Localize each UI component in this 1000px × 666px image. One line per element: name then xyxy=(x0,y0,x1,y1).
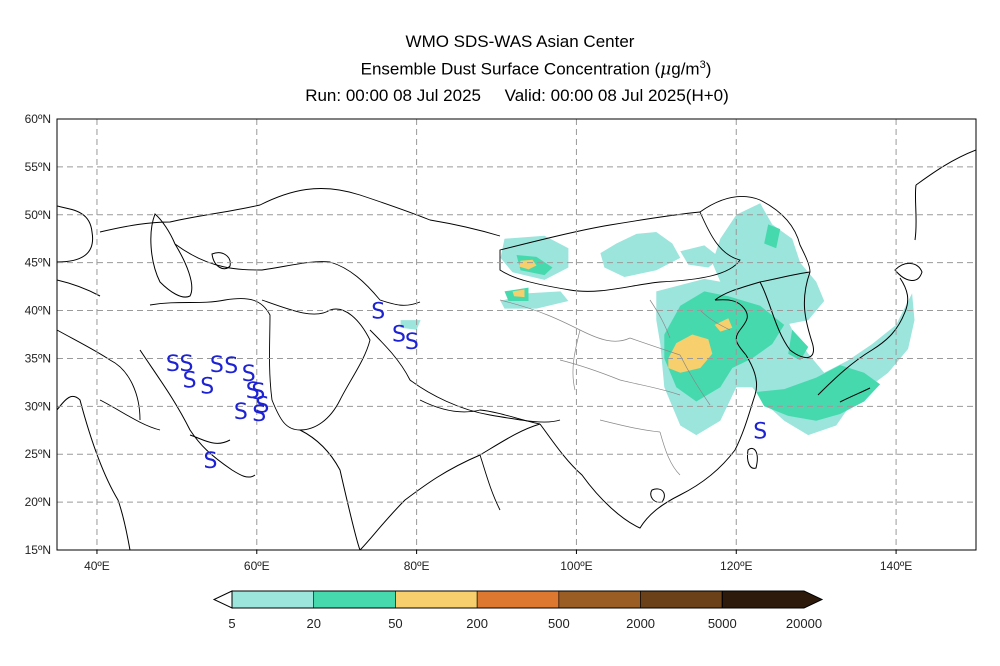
border-mongolia xyxy=(499,211,741,292)
dust-station-marker: S xyxy=(166,352,180,377)
colorbar-under-arrow xyxy=(212,590,233,609)
lat-tick-label: 55ºN xyxy=(25,160,51,174)
colorbar-label: 20000 xyxy=(786,616,822,631)
border-iran-afghanistan xyxy=(149,298,301,431)
lat-tick-label: 35ºN xyxy=(25,351,51,365)
lat-tick-label: 15ºN xyxy=(25,543,51,557)
coastline-taiwan xyxy=(747,447,758,469)
lon-tick-label: 100ºE xyxy=(560,559,592,573)
dust-station-marker: S xyxy=(252,402,266,427)
coastline-se-asia xyxy=(539,354,758,529)
dust-station-marker: S xyxy=(183,369,197,394)
coastline-japan xyxy=(817,263,923,403)
dust-station-marker: S xyxy=(392,323,406,348)
colorbar: 5 20 50 200 500 2000 5000 20000 xyxy=(212,590,824,631)
dust-station-marker: S xyxy=(242,362,256,387)
lat-tick-label: 30ºN xyxy=(25,399,51,413)
border-kazakhstan-russia xyxy=(99,188,501,237)
concentration-layer xyxy=(400,203,915,436)
coastline-aral xyxy=(211,252,231,270)
colorbar-segment xyxy=(558,590,641,609)
dust-station-marker: S xyxy=(210,353,224,378)
map-subtitle: Ensemble Dust Surface Concentration (μg/… xyxy=(36,59,1000,80)
coastlines xyxy=(57,149,976,550)
lon-tick-label: 120ºE xyxy=(720,559,752,573)
colorbar-label: 5000 xyxy=(708,616,737,631)
subtitle-text: Ensemble Dust Surface Concentration ( xyxy=(360,59,661,79)
colorbar-segment xyxy=(395,590,478,609)
dust-station-marker: S xyxy=(251,380,265,405)
coastline-west xyxy=(57,205,256,550)
dust-region-5-20 xyxy=(400,320,421,330)
province-lines xyxy=(499,299,731,476)
border-china-russia-east xyxy=(699,195,811,273)
dust-station-marker: S xyxy=(200,374,214,399)
colorbar-label: 5 xyxy=(228,616,235,631)
province-borders xyxy=(499,299,731,476)
colorbar-over-arrow xyxy=(721,590,824,609)
coastline-sakhalin xyxy=(914,149,976,241)
national-borders xyxy=(57,188,811,511)
border-central-asia xyxy=(174,243,421,306)
dust-region-5-20 xyxy=(600,232,681,277)
map-title: WMO SDS-WAS Asian Center xyxy=(405,32,635,51)
dust-region-5-20 xyxy=(500,291,569,309)
coastline-korea xyxy=(759,271,814,358)
lon-tick-label: 80ºE xyxy=(404,559,430,573)
dust-station-marker: S xyxy=(224,354,238,379)
dust-region-50-200 xyxy=(668,334,713,373)
border-afghanistan-pakistan xyxy=(261,299,371,431)
valid-time: Valid: 00:00 08 Jul 2025(H+0) xyxy=(504,86,729,105)
colorbar-segment xyxy=(231,590,315,609)
lat-tick-label: 20ºN xyxy=(25,495,51,509)
dust-station-marker: S xyxy=(371,300,385,325)
dust-region-5-20 xyxy=(680,245,721,268)
lon-tick-label: 40ºE xyxy=(84,559,110,573)
colorbar-label: 200 xyxy=(466,616,488,631)
unit-exponent: 3 xyxy=(699,59,706,71)
dust-station-marker: S xyxy=(405,330,419,355)
colorbar-outline xyxy=(231,590,723,609)
dust-station-marker: S xyxy=(753,419,767,444)
dust-station-marker: S xyxy=(246,379,260,404)
lat-tick-label: 40ºN xyxy=(25,304,51,318)
run-time: Run: 00:00 08 Jul 2025 xyxy=(305,86,482,105)
dust-region-20-50 xyxy=(764,224,781,249)
colorbar-label: 500 xyxy=(548,616,570,631)
lat-tick-label: 50ºN xyxy=(25,208,51,222)
dust-station-marker: S xyxy=(203,449,217,474)
dust-region-50-200 xyxy=(714,318,733,332)
dust-station-marker: S xyxy=(179,352,193,377)
colorbar-segment xyxy=(476,590,560,609)
colorbar-segment xyxy=(313,590,396,609)
map-frame xyxy=(56,118,977,551)
coastline-caspian xyxy=(150,213,193,298)
border-middle-east xyxy=(57,329,161,431)
dust-station-marker: S xyxy=(255,393,269,418)
lon-tick-label: 140ºE xyxy=(880,559,912,573)
lon-tick-label: 60ºE xyxy=(244,559,270,573)
lat-tick-label: 45ºN xyxy=(25,256,51,270)
unit-mu: μ xyxy=(660,59,672,80)
lat-tick-label: 25ºN xyxy=(25,447,51,461)
border-india-north xyxy=(419,399,541,511)
colorbar-label: 2000 xyxy=(626,616,655,631)
gridlines xyxy=(57,119,976,550)
lat-tick-label: 60ºN xyxy=(25,112,51,126)
map-background xyxy=(57,119,976,550)
run-valid-line: Run: 00:00 08 Jul 2025 Valid: 00:00 08 J… xyxy=(17,86,1000,106)
coastline-india xyxy=(299,423,541,550)
colorbar-segment xyxy=(640,590,723,609)
dust-region-50-200 xyxy=(512,289,525,298)
dust-region-20-50 xyxy=(664,291,785,402)
dust-region-5-20 xyxy=(712,203,825,325)
unit-g: g/m xyxy=(671,59,700,79)
colorbar-label: 20 xyxy=(306,616,320,631)
subtitle-close: ) xyxy=(705,59,712,79)
axis-labels: 60ºN 55ºN 50ºN 45ºN 40ºN 35ºN 30ºN 25ºN 20ºN 15ºN… xyxy=(25,112,913,573)
dust-station-marker: S xyxy=(234,400,248,425)
colorbar-label: 50 xyxy=(388,616,402,631)
